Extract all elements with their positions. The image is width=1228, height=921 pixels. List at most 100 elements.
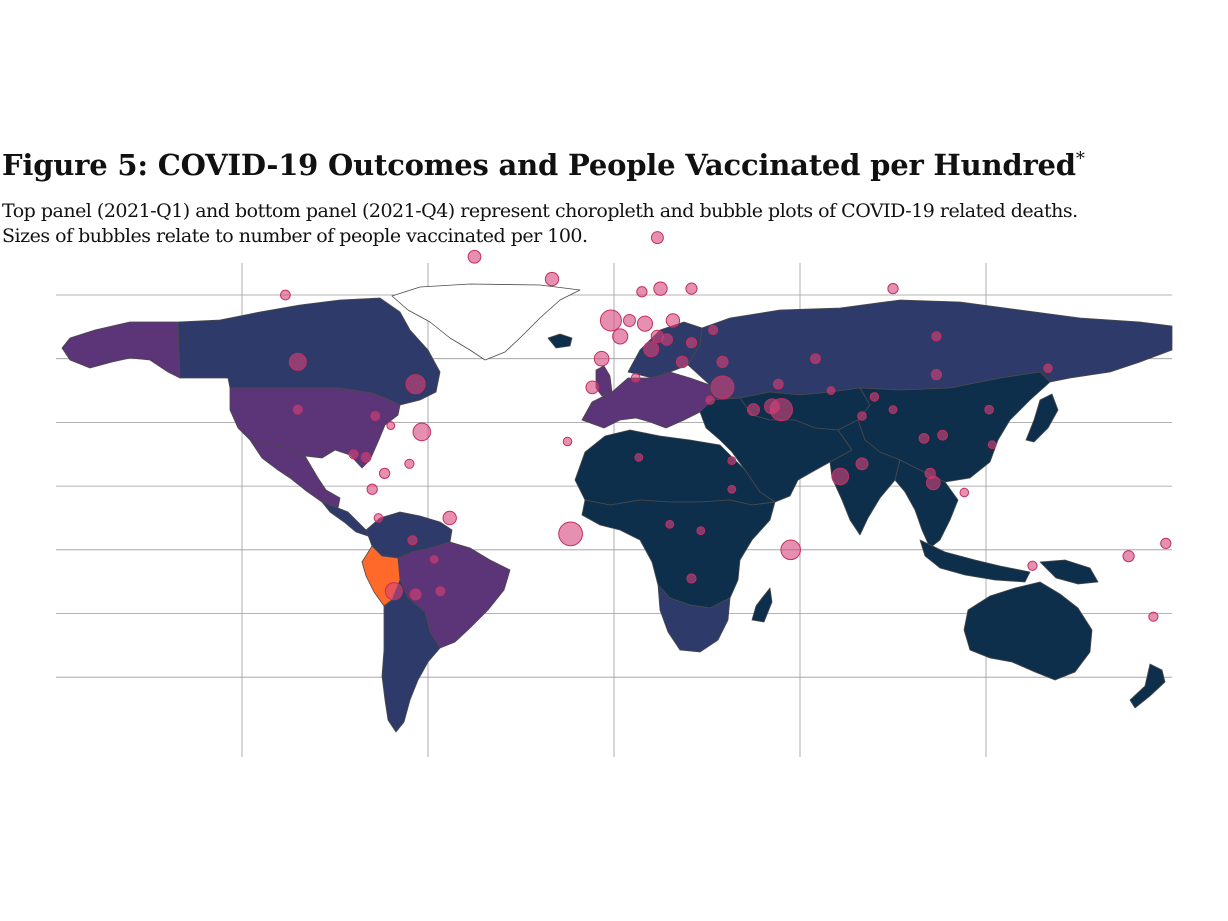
region-scandinavia [627, 321, 703, 379]
region-australia [963, 581, 1093, 681]
figure-subtitle-line-1: Top panel (2021-Q1) and bottom panel (20… [2, 200, 1078, 222]
bubble-37 [1148, 611, 1159, 622]
bubble-0 [599, 309, 622, 332]
bubble-66 [634, 453, 644, 462]
bubble-50 [404, 458, 415, 469]
bubble-65 [705, 395, 715, 405]
bubble-51 [366, 483, 378, 495]
region-mexico [249, 439, 341, 509]
bubble-73 [696, 526, 706, 536]
bubble-60 [780, 539, 801, 561]
region-indonesia [919, 539, 1031, 583]
region-southern-cone [381, 579, 441, 733]
bubble-72 [665, 519, 675, 529]
bubble-15 [716, 355, 729, 368]
region-madagascar [751, 587, 773, 623]
region-greenland [391, 283, 581, 361]
bubble-9 [708, 324, 719, 336]
bubble-1 [612, 328, 629, 345]
bubble-27 [931, 331, 942, 342]
bubble-49 [378, 467, 391, 479]
bubble-74 [855, 457, 869, 471]
bubble-69 [727, 456, 737, 466]
bubble-5 [665, 313, 681, 328]
region-alaska [61, 321, 181, 379]
region-japan [1025, 393, 1059, 443]
bubble-70 [727, 484, 737, 494]
bubble-53 [407, 535, 418, 546]
bubble-62 [467, 249, 482, 264]
bubble-58 [435, 586, 446, 597]
map-land [61, 283, 1173, 733]
region-southern-africa [657, 584, 731, 653]
map-bubbles [280, 231, 1172, 622]
bubble-38 [1160, 537, 1172, 550]
bubble-57 [384, 582, 403, 601]
bubble-35 [1043, 363, 1053, 374]
region-russia [687, 299, 1173, 401]
region-uk-ireland [595, 365, 613, 397]
bubble-14 [660, 333, 674, 346]
bubble-4 [643, 341, 660, 358]
bubble-31 [925, 475, 941, 491]
bubble-48 [360, 452, 372, 463]
bubble-33 [987, 440, 997, 450]
bubble-36 [1027, 560, 1038, 571]
bubble-22 [857, 411, 867, 421]
bubble-64 [630, 373, 641, 383]
bubble-8 [636, 286, 648, 298]
bubble-56 [409, 588, 422, 601]
region-india [829, 419, 901, 536]
bubble-21 [810, 353, 821, 365]
region-canada [177, 297, 441, 406]
region-sub-saharan-africa [581, 499, 776, 609]
figure-title-marker: * [1075, 148, 1085, 170]
bubble-7 [685, 282, 698, 295]
bubble-39 [887, 282, 899, 295]
figure-subtitle-line-2: Sizes of bubbles relate to number of peo… [2, 225, 588, 247]
region-iceland [547, 333, 573, 349]
bubble-63 [650, 231, 664, 245]
bubble-44 [412, 422, 432, 442]
bubble-18 [747, 403, 760, 417]
bubble-2 [593, 350, 610, 367]
bubble-76 [1122, 550, 1135, 563]
bubble-19 [764, 398, 781, 415]
bubble-11 [675, 355, 689, 369]
bubble-13 [623, 313, 636, 327]
bubble-52 [373, 513, 384, 523]
bubble-42 [292, 404, 303, 415]
region-new-zealand [1129, 663, 1166, 709]
bubble-40 [288, 352, 307, 371]
region-central-america [321, 501, 373, 537]
bubble-25 [826, 386, 836, 395]
region-southeast-asia [894, 459, 959, 549]
bubble-46 [370, 410, 381, 422]
bubble-6 [653, 281, 668, 296]
bubble-68 [585, 380, 600, 395]
region-new-guinea [1039, 559, 1099, 585]
bubble-67 [562, 436, 573, 447]
bubble-26 [930, 368, 943, 381]
bubble-16 [710, 375, 735, 400]
bubble-29 [937, 429, 948, 441]
bubble-54 [442, 510, 457, 526]
bubble-32 [984, 404, 994, 415]
region-middle-east [699, 397, 853, 503]
bubble-55 [429, 554, 439, 564]
bubble-71 [686, 573, 697, 584]
bubble-59 [558, 521, 583, 547]
figure-title-text: Figure 5: COVID-19 Outcomes and People V… [2, 148, 1076, 182]
bubble-45 [386, 421, 396, 430]
region-usa [229, 387, 401, 469]
bubble-43 [405, 374, 426, 395]
bubble-23 [869, 392, 880, 402]
bubble-34 [959, 487, 970, 498]
bubble-24 [888, 405, 898, 415]
bubble-20 [772, 378, 784, 390]
bubble-41 [280, 289, 291, 301]
bubble-75 [831, 467, 850, 486]
bubble-61 [544, 271, 560, 287]
bubble-28 [918, 432, 930, 444]
